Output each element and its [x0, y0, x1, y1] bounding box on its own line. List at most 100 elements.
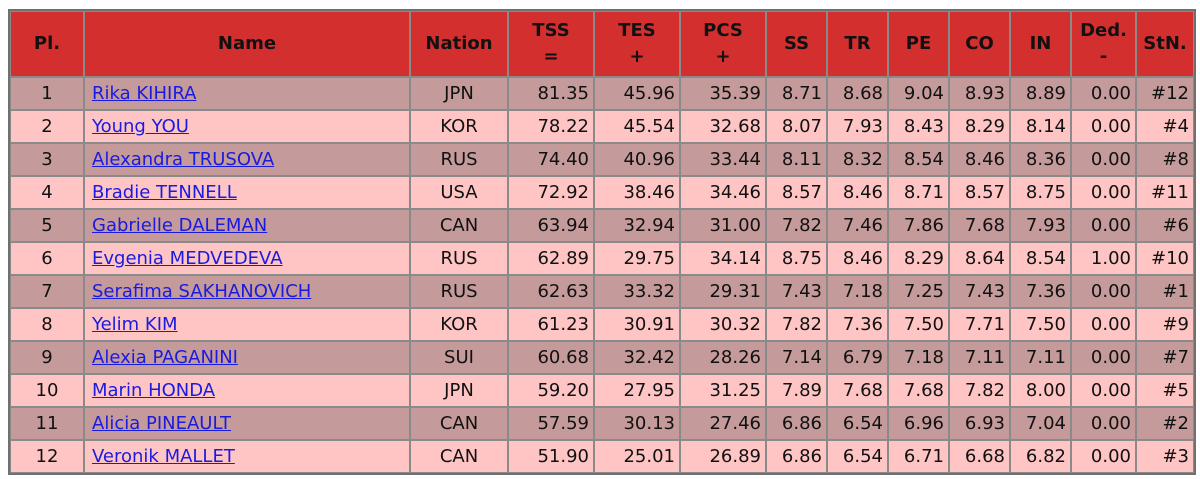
cell-pe: 6.96 [888, 407, 949, 440]
cell-tes: 29.75 [594, 242, 680, 275]
cell-name: Serafima SAKHANOVICH [84, 275, 410, 308]
cell-ded: 0.00 [1071, 209, 1136, 242]
cell-nation: SUI [410, 341, 508, 374]
cell-tss: 72.92 [508, 176, 594, 209]
cell-tes: 30.91 [594, 308, 680, 341]
cell-pl: 2 [10, 110, 84, 143]
cell-co: 8.29 [949, 110, 1010, 143]
table-row: 7 Serafima SAKHANOVICH RUS 62.63 33.32 2… [10, 275, 1194, 308]
cell-tr: 6.54 [827, 407, 888, 440]
cell-name: Gabrielle DALEMAN [84, 209, 410, 242]
cell-tss: 62.63 [508, 275, 594, 308]
cell-nation: JPN [410, 374, 508, 407]
cell-tss: 57.59 [508, 407, 594, 440]
header-pl: Pl. [10, 11, 84, 77]
skater-link[interactable]: Gabrielle DALEMAN [92, 215, 268, 236]
cell-pcs: 32.68 [680, 110, 766, 143]
cell-tr: 7.68 [827, 374, 888, 407]
cell-pcs: 29.31 [680, 275, 766, 308]
cell-co: 7.82 [949, 374, 1010, 407]
cell-co: 7.11 [949, 341, 1010, 374]
cell-co: 8.57 [949, 176, 1010, 209]
cell-stn: #10 [1136, 242, 1194, 275]
cell-pcs: 31.00 [680, 209, 766, 242]
cell-pe: 7.68 [888, 374, 949, 407]
cell-tss: 63.94 [508, 209, 594, 242]
header-tss: TSS = [508, 11, 594, 77]
cell-tr: 7.93 [827, 110, 888, 143]
cell-pcs: 30.32 [680, 308, 766, 341]
table-row: 6 Evgenia MEDVEDEVA RUS 62.89 29.75 34.1… [10, 242, 1194, 275]
table-row: 11 Alicia PINEAULT CAN 57.59 30.13 27.46… [10, 407, 1194, 440]
cell-pl: 7 [10, 275, 84, 308]
cell-tr: 6.79 [827, 341, 888, 374]
skater-link[interactable]: Rika KIHIRA [92, 83, 197, 104]
cell-pcs: 34.46 [680, 176, 766, 209]
skater-link[interactable]: Young YOU [92, 116, 189, 137]
cell-pl: 8 [10, 308, 84, 341]
skater-link[interactable]: Evgenia MEDVEDEVA [92, 248, 283, 269]
cell-pl: 11 [10, 407, 84, 440]
skater-link[interactable]: Alexia PAGANINI [92, 347, 238, 368]
header-ded: Ded. - [1071, 11, 1136, 77]
cell-tr: 7.36 [827, 308, 888, 341]
cell-tr: 8.68 [827, 77, 888, 110]
header-tes-label: TES [618, 20, 656, 41]
cell-co: 6.68 [949, 440, 1010, 473]
header-ded-label: Ded. [1080, 20, 1127, 41]
cell-ss: 7.82 [766, 308, 827, 341]
cell-name: Alicia PINEAULT [84, 407, 410, 440]
cell-co: 7.68 [949, 209, 1010, 242]
table-row: 3 Alexandra TRUSOVA RUS 74.40 40.96 33.4… [10, 143, 1194, 176]
cell-pl: 6 [10, 242, 84, 275]
cell-in: 8.36 [1010, 143, 1071, 176]
cell-pcs: 33.44 [680, 143, 766, 176]
cell-in: 7.04 [1010, 407, 1071, 440]
cell-tr: 7.18 [827, 275, 888, 308]
header-ss: SS [766, 11, 827, 77]
cell-stn: #7 [1136, 341, 1194, 374]
cell-in: 7.36 [1010, 275, 1071, 308]
skater-link[interactable]: Serafima SAKHANOVICH [92, 281, 312, 302]
cell-pl: 3 [10, 143, 84, 176]
cell-name: Veronik MALLET [84, 440, 410, 473]
skater-link[interactable]: Bradie TENNELL [92, 182, 237, 203]
cell-co: 6.93 [949, 407, 1010, 440]
cell-tes: 40.96 [594, 143, 680, 176]
cell-pe: 8.43 [888, 110, 949, 143]
table-row: 12 Veronik MALLET CAN 51.90 25.01 26.89 … [10, 440, 1194, 473]
cell-ss: 6.86 [766, 407, 827, 440]
skater-link[interactable]: Marin HONDA [92, 380, 216, 401]
cell-pl: 4 [10, 176, 84, 209]
cell-name: Rika KIHIRA [84, 77, 410, 110]
skater-link[interactable]: Alicia PINEAULT [92, 413, 231, 434]
cell-nation: KOR [410, 110, 508, 143]
cell-ss: 8.57 [766, 176, 827, 209]
cell-pe: 8.29 [888, 242, 949, 275]
skater-link[interactable]: Yelim KIM [92, 314, 178, 335]
cell-ded: 0.00 [1071, 275, 1136, 308]
skater-link[interactable]: Veronik MALLET [92, 446, 235, 467]
cell-stn: #9 [1136, 308, 1194, 341]
cell-stn: #12 [1136, 77, 1194, 110]
cell-nation: KOR [410, 308, 508, 341]
header-pe: PE [888, 11, 949, 77]
cell-nation: RUS [410, 242, 508, 275]
cell-pl: 12 [10, 440, 84, 473]
header-pcs: PCS + [680, 11, 766, 77]
cell-name: Bradie TENNELL [84, 176, 410, 209]
cell-ded: 0.00 [1071, 341, 1136, 374]
cell-tes: 30.13 [594, 407, 680, 440]
cell-tr: 7.46 [827, 209, 888, 242]
cell-nation: USA [410, 176, 508, 209]
cell-name: Yelim KIM [84, 308, 410, 341]
cell-pe: 9.04 [888, 77, 949, 110]
skater-link[interactable]: Alexandra TRUSOVA [92, 149, 275, 170]
cell-nation: JPN [410, 77, 508, 110]
cell-co: 8.93 [949, 77, 1010, 110]
cell-stn: #6 [1136, 209, 1194, 242]
cell-co: 7.43 [949, 275, 1010, 308]
cell-tr: 8.46 [827, 176, 888, 209]
cell-ded: 0.00 [1071, 176, 1136, 209]
cell-co: 8.46 [949, 143, 1010, 176]
